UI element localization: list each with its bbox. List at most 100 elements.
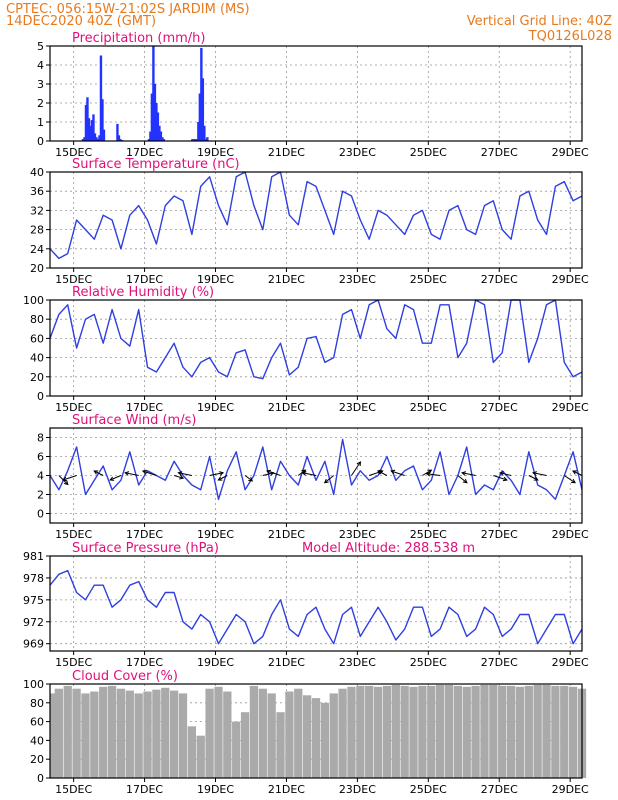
x-tick-label: 21DEC <box>268 656 305 669</box>
precipitation-bar <box>150 93 154 141</box>
wind-vector-arrow <box>528 475 539 481</box>
precipitation-bar <box>200 47 203 141</box>
x-tick-label: 17DEC <box>126 656 163 669</box>
precipitation-bar <box>203 125 206 141</box>
x-tick-label: 23DEC <box>339 146 376 159</box>
panel-frame <box>49 555 583 652</box>
x-tick-label: 25DEC <box>410 146 447 159</box>
precipitation-bar <box>116 123 119 141</box>
series-line <box>49 438 583 500</box>
wind-vector-arrow <box>391 470 405 476</box>
wind-vector-arrow <box>302 472 317 476</box>
x-tick-label: 15DEC <box>55 146 92 159</box>
x-tick-label: 19DEC <box>197 656 234 669</box>
y-tick-label: 60 <box>30 716 44 729</box>
cloud-cover-bar <box>480 684 489 778</box>
header-station: CPTEC: 056:15W-21:02S JARDIM (MS) <box>6 2 250 17</box>
y-tick-label: 4 <box>37 59 44 72</box>
panel-frame <box>49 427 583 524</box>
precipitation-bar <box>99 55 103 141</box>
precipitation-bar <box>89 125 92 141</box>
x-tick-label: 29DEC <box>552 783 589 796</box>
wind-vector-arrow <box>209 472 224 476</box>
y-tick-label: 40 <box>30 166 44 179</box>
cloud-cover-bar <box>338 688 347 778</box>
wind-vector-arrowhead <box>499 471 505 476</box>
precipitation-bar <box>86 97 89 141</box>
cloud-cover-bar <box>99 686 108 778</box>
x-tick-label: 15DEC <box>55 528 92 541</box>
header-grid-line: Vertical Grid Line: 40Z <box>467 14 612 29</box>
y-tick-label: 5 <box>37 40 44 53</box>
y-tick-label: 20 <box>30 371 44 384</box>
x-tick-label: 25DEC <box>410 656 447 669</box>
wind-vector-arrowhead <box>93 470 99 475</box>
cloud-cover-bar <box>498 685 507 778</box>
series-line <box>49 569 583 645</box>
precipitation-bar <box>117 135 121 141</box>
wind-vector-arrow <box>93 470 104 476</box>
wind-vector-arrow <box>572 470 583 476</box>
precipitation-bar <box>197 122 200 141</box>
y-tick-label: 40 <box>30 734 44 747</box>
cloud-cover-bar <box>302 695 312 778</box>
cloud-cover-bar <box>400 685 409 778</box>
wind-vector-arrow <box>173 475 184 479</box>
header-date: 14DEC2020 40Z (GMT) <box>6 14 156 29</box>
x-tick-label: 29DEC <box>552 528 589 541</box>
cloud-cover-bar <box>533 684 542 778</box>
y-tick-label: 0 <box>37 390 44 403</box>
precipitation-bar <box>102 129 106 141</box>
wind-vector-arrow <box>324 475 335 484</box>
wind-vector-arrowhead <box>462 478 468 484</box>
cloud-cover-bar <box>462 686 471 778</box>
x-tick-label: 21DEC <box>268 401 305 414</box>
cloud-cover-bar <box>72 688 81 778</box>
cloud-cover-title: Cloud Cover (%) <box>72 669 178 684</box>
x-tick-label: 27DEC <box>481 273 518 286</box>
cloud-cover-bar <box>444 684 454 778</box>
x-tick-label: 21DEC <box>268 146 305 159</box>
wind-vector-arrow <box>457 475 468 484</box>
cloud-cover-bar <box>196 735 205 778</box>
precipitation-bar <box>159 131 163 141</box>
wind-vector-arrowhead <box>63 480 69 486</box>
temperature-panel: Surface Temperature (nC) 20 24 28 32 36 40 15D… <box>30 157 589 286</box>
precipitation-bar <box>161 137 164 141</box>
wind-vector-arrow <box>262 472 274 476</box>
wind-vector-arrowhead <box>62 476 68 482</box>
cloud-cover-bar <box>116 688 126 778</box>
x-tick-label: 29DEC <box>552 273 589 286</box>
wind-vector-arrow <box>493 475 507 481</box>
x-tick-label: 23DEC <box>339 783 376 796</box>
precipitation-panel: Precipitation (mm/h) 0 1 2 3 4 5 15DEC 17DEC 19D… <box>37 31 589 159</box>
wind-vector-arrowhead <box>390 469 396 475</box>
precipitation-bar <box>147 139 151 141</box>
cloud-cover-bar <box>551 685 560 778</box>
y-tick-label: 0 <box>37 772 44 785</box>
cloud-cover-bar <box>125 690 134 778</box>
cloud-cover-bar <box>178 693 188 778</box>
wind-vector-arrow <box>109 475 122 481</box>
precipitation-bar <box>81 139 85 141</box>
wind-vector-arrowhead <box>502 476 508 482</box>
cloud-cover-bar <box>515 686 525 778</box>
cloud-cover-bar <box>373 686 383 778</box>
x-tick-label: 19DEC <box>197 783 234 796</box>
cloud-cover-bar <box>143 691 152 778</box>
x-tick-label: 29DEC <box>552 656 589 669</box>
precipitation-bar <box>153 84 157 141</box>
cloud-cover-bar <box>152 689 161 778</box>
series-line <box>49 171 583 260</box>
wind-vector-arrow <box>178 472 192 476</box>
panel-frame <box>49 683 583 779</box>
x-tick-label: 17DEC <box>126 528 163 541</box>
wind-vector-arrowhead <box>124 471 130 476</box>
wind-vector-arrowhead <box>179 475 185 480</box>
wind-vector-arrow <box>422 469 432 476</box>
x-tick-label: 23DEC <box>339 656 376 669</box>
x-tick-label: 27DEC <box>481 401 518 414</box>
cloud-cover-bar <box>418 685 427 778</box>
x-tick-label: 23DEC <box>339 528 376 541</box>
wind-vector-arrow <box>351 461 361 476</box>
